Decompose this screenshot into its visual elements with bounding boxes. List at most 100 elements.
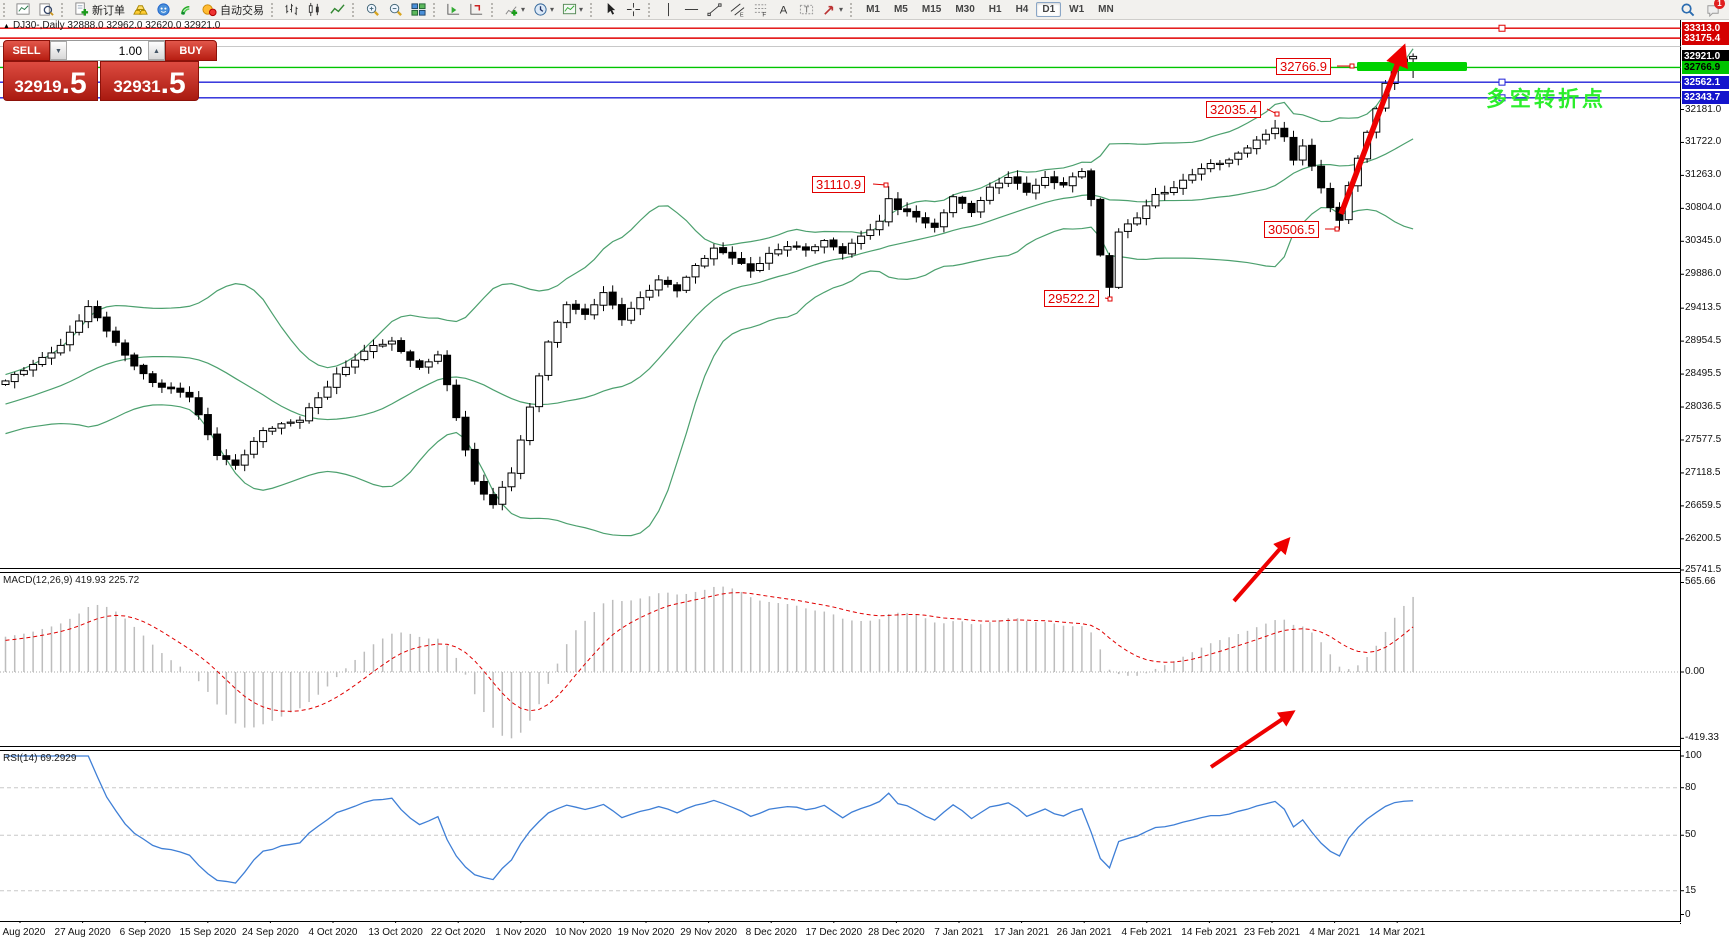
- turning-point-note[interactable]: 多空转折点: [1486, 88, 1606, 111]
- buy-button[interactable]: BUY: [165, 40, 217, 61]
- chevron-down-icon[interactable]: ▾: [839, 5, 844, 14]
- macd-signal-line: [5, 592, 1414, 712]
- price-tag-33175.4: 33175.4: [1682, 31, 1729, 45]
- date-tick: 24 Sep 2020: [242, 927, 299, 938]
- toolbar-grip[interactable]: [3, 2, 10, 17]
- line-icon: [330, 2, 345, 17]
- data-window-button[interactable]: [36, 0, 57, 19]
- timeframe-w1-button[interactable]: W1: [1069, 4, 1085, 15]
- sell-button[interactable]: SELL: [3, 40, 50, 61]
- timeframe-h4-button[interactable]: H4: [1015, 4, 1029, 15]
- community-icon: [156, 2, 171, 17]
- price-tick: 29413.5: [1685, 302, 1722, 314]
- window-collapse-icon[interactable]: ▲: [3, 23, 10, 30]
- label-button[interactable]: T: [796, 0, 817, 19]
- hline-handle[interactable]: [1498, 94, 1506, 102]
- price-tick: 27577.5: [1685, 433, 1722, 445]
- sell-price-button[interactable]: 32919.5: [3, 61, 98, 101]
- templates-button[interactable]: ▾: [559, 0, 586, 19]
- timeframe-m30-button[interactable]: M30: [955, 4, 975, 15]
- price-tag-33313.0: 33313.0: [1682, 21, 1729, 35]
- timeframe-m15-button[interactable]: M15: [921, 4, 942, 15]
- tile-windows-button[interactable]: [408, 0, 429, 19]
- search-button[interactable]: [1677, 0, 1698, 19]
- chevron-down-icon[interactable]: ▾: [550, 5, 555, 14]
- price-callout-31110.9[interactable]: 31110.9: [812, 176, 866, 193]
- toolbar-grip[interactable]: [648, 2, 655, 17]
- line-chart-button[interactable]: [327, 0, 348, 19]
- horizontal-line-button[interactable]: [681, 0, 702, 19]
- toolbar-group-pointer: [599, 0, 645, 19]
- candlestick-chart-button[interactable]: [304, 0, 325, 19]
- toolbar-grip[interactable]: [850, 2, 857, 17]
- price-tick: 28036.5: [1685, 401, 1722, 413]
- notifications-button[interactable]: 1: [1703, 0, 1725, 19]
- candles-icon: [307, 2, 322, 17]
- toolbar-grip[interactable]: [590, 2, 597, 17]
- text-button[interactable]: A: [773, 0, 794, 19]
- signal-button[interactable]: [176, 0, 197, 19]
- vline-icon: [661, 2, 676, 17]
- cursor-button[interactable]: [600, 0, 621, 19]
- date-tick: 22 Oct 2020: [430, 927, 486, 938]
- zoom-in-button[interactable]: [362, 0, 383, 19]
- price-callout-32035.4[interactable]: 32035.4: [1206, 101, 1261, 118]
- arrows-button[interactable]: ▾: [819, 0, 846, 19]
- buy-price-button[interactable]: 32931.5: [100, 61, 199, 101]
- price-callout-30506.5[interactable]: 30506.5: [1264, 221, 1319, 238]
- bar-chart-button[interactable]: [281, 0, 302, 19]
- trend-arrow-2[interactable]: [1232, 536, 1291, 603]
- chevron-down-icon[interactable]: ▾: [579, 5, 584, 14]
- timeframe-h1-button[interactable]: H1: [988, 4, 1002, 15]
- autotrade-button[interactable]: 自动交易: [199, 0, 267, 19]
- hline-handle[interactable]: [1498, 24, 1506, 32]
- date-tick: 23 Feb 2021: [1243, 927, 1301, 938]
- toolbar-grip[interactable]: [352, 2, 359, 17]
- new-chart-button[interactable]: [13, 0, 34, 19]
- volume-increase-button[interactable]: ▲: [148, 41, 165, 60]
- price-tag-32766.9: 32766.9: [1682, 60, 1729, 74]
- time-axis[interactable]: [0, 923, 1680, 942]
- price-tick: 31263.0: [1685, 169, 1722, 181]
- toolbar-grip[interactable]: [433, 2, 440, 17]
- timeframe-toolbar: M1 M5 M15 M30 H1 H4 D1 W1 MN: [859, 0, 1121, 19]
- trendline-button[interactable]: [704, 0, 725, 19]
- indicators-button[interactable]: ▾: [501, 0, 528, 19]
- vertical-line-button[interactable]: [658, 0, 679, 19]
- trend-arrow-1[interactable]: [1338, 43, 1408, 215]
- toolbar-group-trading: 新订单 自动交易: [70, 0, 268, 19]
- price-callout-29522.2[interactable]: 29522.2: [1044, 290, 1099, 307]
- timeframe-m1-button[interactable]: M1: [866, 4, 880, 15]
- price-tick: 32181.0: [1685, 103, 1722, 115]
- price-callout-32766.9[interactable]: 32766.9: [1276, 58, 1331, 75]
- macd-axis-tick: -419.33: [1685, 732, 1719, 744]
- toolbar-grip[interactable]: [61, 2, 68, 17]
- trend-arrow-3[interactable]: [1209, 710, 1296, 769]
- rsi-axis-tick: 100: [1685, 750, 1702, 761]
- volume-decrease-button[interactable]: ▼: [50, 41, 67, 60]
- chart-shift-button[interactable]: [466, 0, 487, 19]
- price-tick: 26659.5: [1685, 499, 1722, 511]
- resistance-highlight-bar[interactable]: [1357, 62, 1467, 71]
- auto-scroll-button[interactable]: [443, 0, 464, 19]
- hline-handle[interactable]: [1498, 78, 1506, 86]
- timeframe-d1-button[interactable]: D1: [1036, 2, 1062, 17]
- community-button[interactable]: [153, 0, 174, 19]
- toolbar-grip[interactable]: [271, 2, 278, 17]
- fibonacci-button[interactable]: F: [750, 0, 771, 19]
- new-order-button[interactable]: 新订单: [71, 0, 128, 19]
- gold-button[interactable]: [130, 0, 151, 19]
- timeframe-mn-button[interactable]: MN: [1098, 4, 1114, 15]
- periods-button[interactable]: ▾: [530, 0, 557, 19]
- new-order-icon: [74, 2, 89, 17]
- chart-canvas[interactable]: [0, 0, 1686, 942]
- toolbar-grip[interactable]: [491, 2, 498, 17]
- volume-input[interactable]: [67, 41, 148, 60]
- timeframe-m5-button[interactable]: M5: [893, 4, 908, 15]
- zoom-out-button[interactable]: [385, 0, 406, 19]
- rsi-panel: [0, 755, 1681, 892]
- crosshair-button[interactable]: [623, 0, 644, 19]
- channel-button[interactable]: E: [727, 0, 748, 19]
- chevron-down-icon[interactable]: ▾: [521, 5, 526, 14]
- date-tick: 7 Jan 2021: [934, 927, 984, 938]
